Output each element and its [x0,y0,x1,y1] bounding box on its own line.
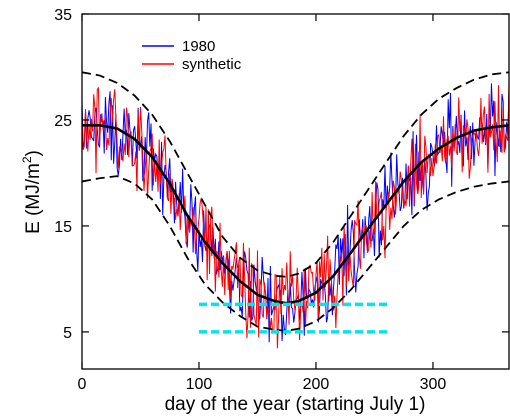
series-layer [82,72,509,348]
y-tick-label-35: 35 [54,7,72,24]
y-axis-title-main: E (MJ/m [23,163,44,234]
upper-bound-curve [82,72,509,277]
x-axis-title: day of the year (starting July 1) [165,394,426,415]
y-tick-label-5: 5 [63,325,72,342]
y-tick-label-15: 15 [54,219,72,236]
x-tick-label-200: 200 [303,376,330,393]
series-line-synthetic [82,82,509,348]
plot-frame [82,14,509,369]
y-tick-label-25: 25 [54,113,72,130]
y-axis-title-close: ) [23,150,44,156]
y-axis-title: E (MJ/m2) [20,150,44,234]
x-tick-label-0: 0 [78,376,87,393]
legend-label-1980: 1980 [182,38,215,55]
x-tick-label-100: 100 [186,376,213,393]
legend: 1980 synthetic [142,38,242,73]
legend-label-synthetic: synthetic [182,56,242,73]
x-tick-label-300: 300 [420,376,447,393]
